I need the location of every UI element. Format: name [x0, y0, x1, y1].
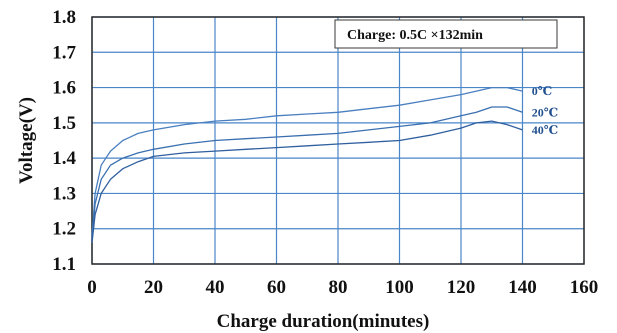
y-tick-label: 1.1 [52, 254, 76, 275]
y-tick-label: 1.4 [52, 148, 76, 169]
y-tick-label: 1.6 [52, 78, 76, 99]
y-tick-label: 1.2 [52, 219, 76, 240]
x-axis-ticks: 0 20 40 60 80 100 120 140 160 [87, 277, 598, 298]
y-axis-ticks: 1.1 1.2 1.3 1.4 1.5 1.6 1.7 1.8 [52, 7, 76, 275]
x-tick-label: 140 [508, 277, 537, 298]
annotation-frame [334, 19, 558, 49]
series-line-1 [91, 106, 523, 240]
series-line-2 [91, 120, 523, 243]
x-tick-label: 120 [447, 277, 476, 298]
series-line-0 [91, 86, 523, 236]
series-label-0: 0℃ [532, 84, 552, 98]
y-tick-label: 1.7 [52, 42, 76, 63]
plot-frame [91, 16, 585, 265]
series-labels: 0℃ 20℃ 40℃ [532, 84, 558, 137]
charge-annotation: Charge: 0.5C ×132min [347, 28, 483, 43]
x-tick-label: 0 [87, 277, 97, 298]
x-tick-label: 40 [206, 277, 225, 298]
x-tick-label: 80 [329, 277, 348, 298]
x-tick-label: 20 [144, 277, 163, 298]
y-axis-title: Voltage(V) [16, 97, 37, 184]
x-tick-label: 60 [267, 277, 286, 298]
series-label-2: 40℃ [532, 123, 558, 137]
x-axis-title: Charge duration(minutes) [217, 311, 430, 332]
y-tick-label: 1.3 [52, 183, 76, 204]
annotation-box: Charge: 0.5C ×132min [334, 19, 558, 49]
x-tick-label: 100 [385, 277, 414, 298]
y-tick-label: 1.8 [52, 7, 76, 28]
series-label-1: 20℃ [532, 105, 558, 119]
y-tick-label: 1.5 [52, 113, 76, 134]
series-lines [91, 86, 523, 243]
x-tick-label: 160 [570, 277, 599, 298]
